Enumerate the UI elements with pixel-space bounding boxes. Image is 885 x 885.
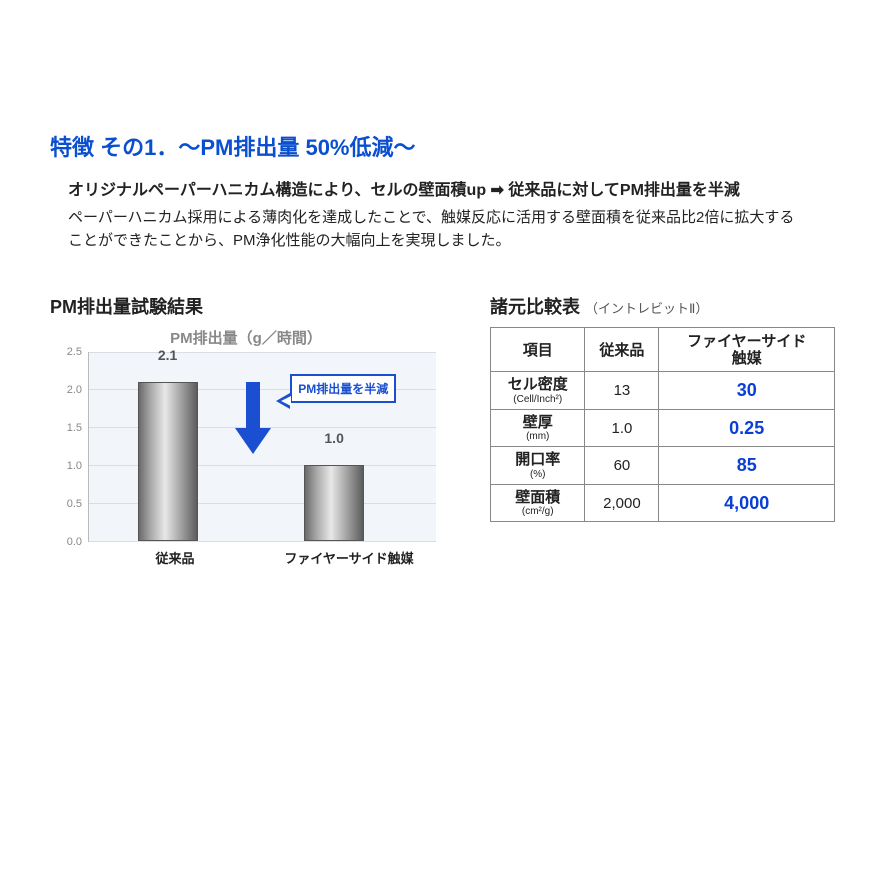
chart-yaxis: 0.00.51.01.52.02.5 <box>56 352 88 542</box>
chart-column: PM排出量試験結果 PM排出量（g／時間） 0.0 0.5 1.0 1.5 2.0 2.5… <box>50 293 450 567</box>
table-new-value: 30 <box>659 372 835 410</box>
table-old-value: 2,000 <box>585 484 659 522</box>
chart-xaxis: 従来品ファイヤーサイド触媒 <box>88 542 436 567</box>
table-old-value: 1.0 <box>585 409 659 447</box>
chart-ytick: 0.5 <box>67 498 82 510</box>
table-row-label: 壁厚(mm) <box>491 409 585 447</box>
table-header-row: 項目従来品ファイヤーサイド触媒 <box>491 327 835 372</box>
table-title-text: 諸元比較表 <box>490 297 580 317</box>
chart-title: PM排出量（g／時間） <box>56 327 436 348</box>
chart-bar <box>138 382 198 541</box>
table-header-cell: ファイヤーサイド触媒 <box>659 327 835 372</box>
chart-bar-value: 2.1 <box>138 347 198 363</box>
description-text: ペーパーハニカム採用による薄肉化を達成したことで、触媒反応に活用する壁面積を従来… <box>68 206 808 253</box>
bar-chart: PM排出量（g／時間） 0.0 0.5 1.0 1.5 2.0 2.5 2.1 1.0 PM排… <box>56 327 436 567</box>
table-column: 諸元比較表 （イントレビットⅡ） 項目従来品ファイヤーサイド触媒 セル密度(Ce… <box>490 293 835 567</box>
table-header-cell: 項目 <box>491 327 585 372</box>
chart-ytick: 2.5 <box>67 346 82 358</box>
chart-ytick: 2.0 <box>67 384 82 396</box>
table-new-value: 85 <box>659 447 835 485</box>
table-row: 壁面積(cm²/g)2,0004,000 <box>491 484 835 522</box>
down-arrow-icon <box>235 382 271 454</box>
chart-bar-value: 1.0 <box>304 430 364 446</box>
chart-bar <box>304 465 364 541</box>
table-row-label: 開口率(%) <box>491 447 585 485</box>
main-heading: 特徴 その1．～PM排出量 50%低減～ <box>50 130 835 162</box>
chart-gridline <box>89 541 436 542</box>
table-new-value: 4,000 <box>659 484 835 522</box>
chart-ytick: 0.0 <box>67 536 82 548</box>
table-body: セル密度(Cell/Inch²)1330壁厚(mm)1.00.25開口率(%)6… <box>491 372 835 522</box>
table-row-label: セル密度(Cell/Inch²) <box>491 372 585 410</box>
chart-xcategory: 従来品 <box>88 542 262 567</box>
table-header-cell: 従来品 <box>585 327 659 372</box>
chart-ytick: 1.0 <box>67 460 82 472</box>
chart-section-title: PM排出量試験結果 <box>50 293 450 319</box>
table-old-value: 13 <box>585 372 659 410</box>
chart-xcategory: ファイヤーサイド触媒 <box>262 542 436 567</box>
chart-plot-area: 2.11.0PM排出量を半減 <box>88 352 436 542</box>
table-row: 開口率(%)6085 <box>491 447 835 485</box>
table-row: 壁厚(mm)1.00.25 <box>491 409 835 447</box>
table-new-value: 0.25 <box>659 409 835 447</box>
chart-callout: PM排出量を半減 <box>290 374 396 403</box>
chart-ytick: 1.5 <box>67 422 82 434</box>
table-note: （イントレビットⅡ） <box>585 301 708 316</box>
callout-tail-inner-icon <box>281 396 291 406</box>
table-section-title: 諸元比較表 （イントレビットⅡ） <box>490 293 835 319</box>
table-row: セル密度(Cell/Inch²)1330 <box>491 372 835 410</box>
table-old-value: 60 <box>585 447 659 485</box>
sub-heading: オリジナルペーパーハニカム構造により、セルの壁面積up ➡ 従来品に対してPM排… <box>68 176 835 200</box>
spec-table: 項目従来品ファイヤーサイド触媒 セル密度(Cell/Inch²)1330壁厚(m… <box>490 327 835 523</box>
table-row-label: 壁面積(cm²/g) <box>491 484 585 522</box>
